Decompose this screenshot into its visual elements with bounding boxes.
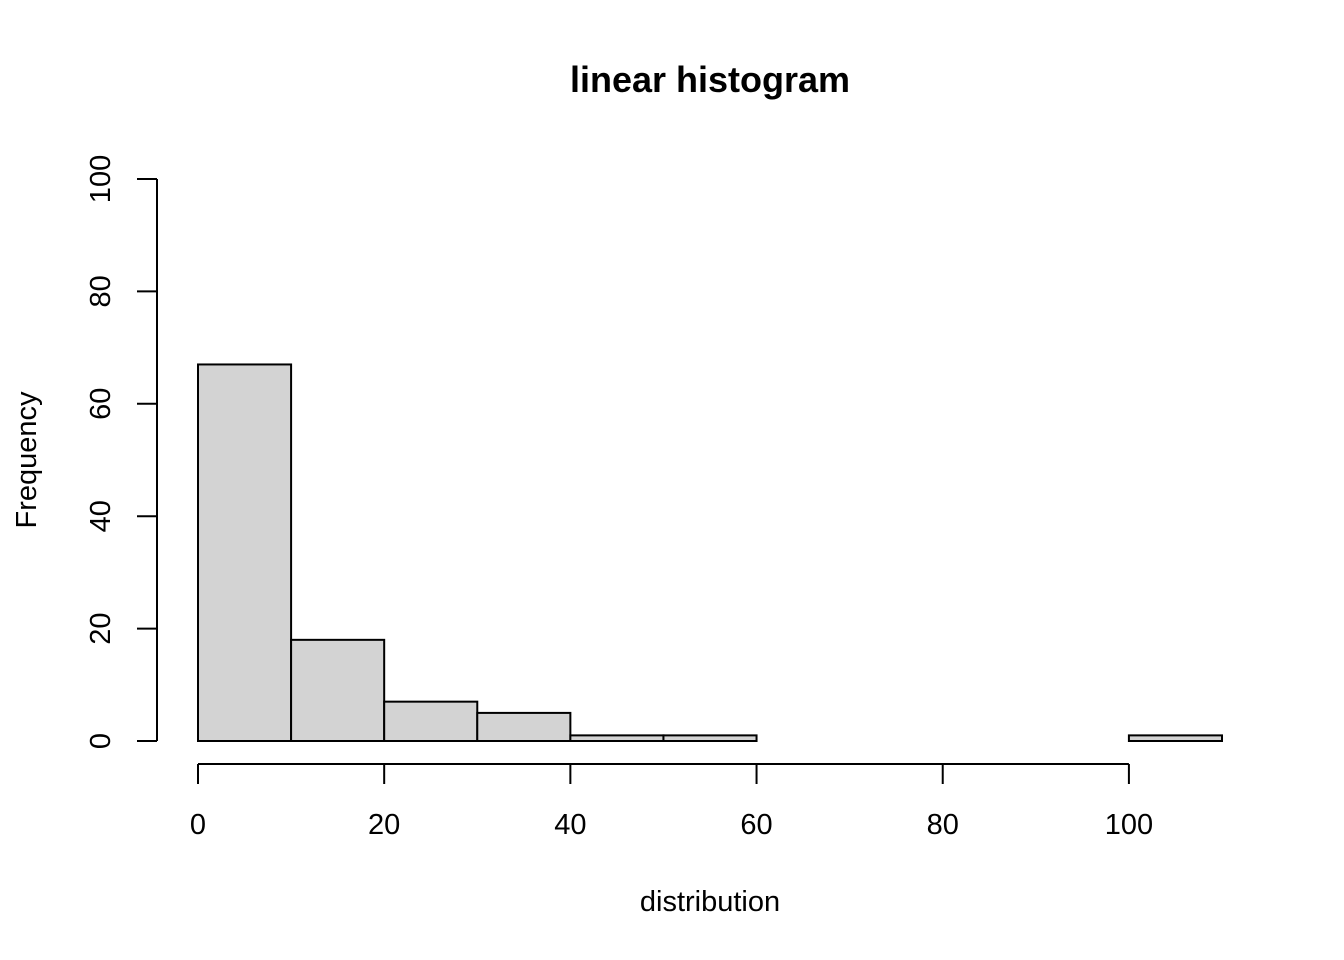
chart-title: linear histogram (570, 59, 850, 100)
y-tick-label-1: 20 (85, 612, 117, 644)
bars-group (197, 363, 1223, 743)
x-axis-label: distribution (640, 886, 780, 918)
x-tick-label-5: 100 (1105, 809, 1153, 841)
y-axis-label: Frequency (11, 391, 43, 529)
y-tick-label-3: 60 (85, 388, 117, 420)
x-axis: 0 20 40 60 80 100 (190, 763, 1153, 841)
x-tick-label-1: 20 (368, 809, 400, 841)
y-tick-label-2: 40 (85, 500, 117, 532)
histogram-bar-0 (197, 363, 293, 742)
histogram-bar-1 (290, 638, 386, 743)
x-tick-label-3: 60 (740, 809, 772, 841)
y-axis: 0 20 40 60 80 100 (85, 155, 158, 749)
y-tick-label-0: 0 (85, 733, 117, 749)
histogram-bar-3 (476, 711, 572, 743)
histogram-bar-5 (662, 734, 758, 743)
y-tick-label-5: 100 (85, 155, 117, 203)
x-tick-label-4: 80 (927, 809, 959, 841)
y-tick-label-4: 80 (85, 275, 117, 307)
histogram-bar-10 (1127, 734, 1223, 743)
x-tick-label-0: 0 (190, 809, 206, 841)
histogram-bar-2 (383, 700, 479, 742)
x-tick-label-2: 40 (554, 809, 586, 841)
histogram-bar-4 (569, 734, 665, 743)
